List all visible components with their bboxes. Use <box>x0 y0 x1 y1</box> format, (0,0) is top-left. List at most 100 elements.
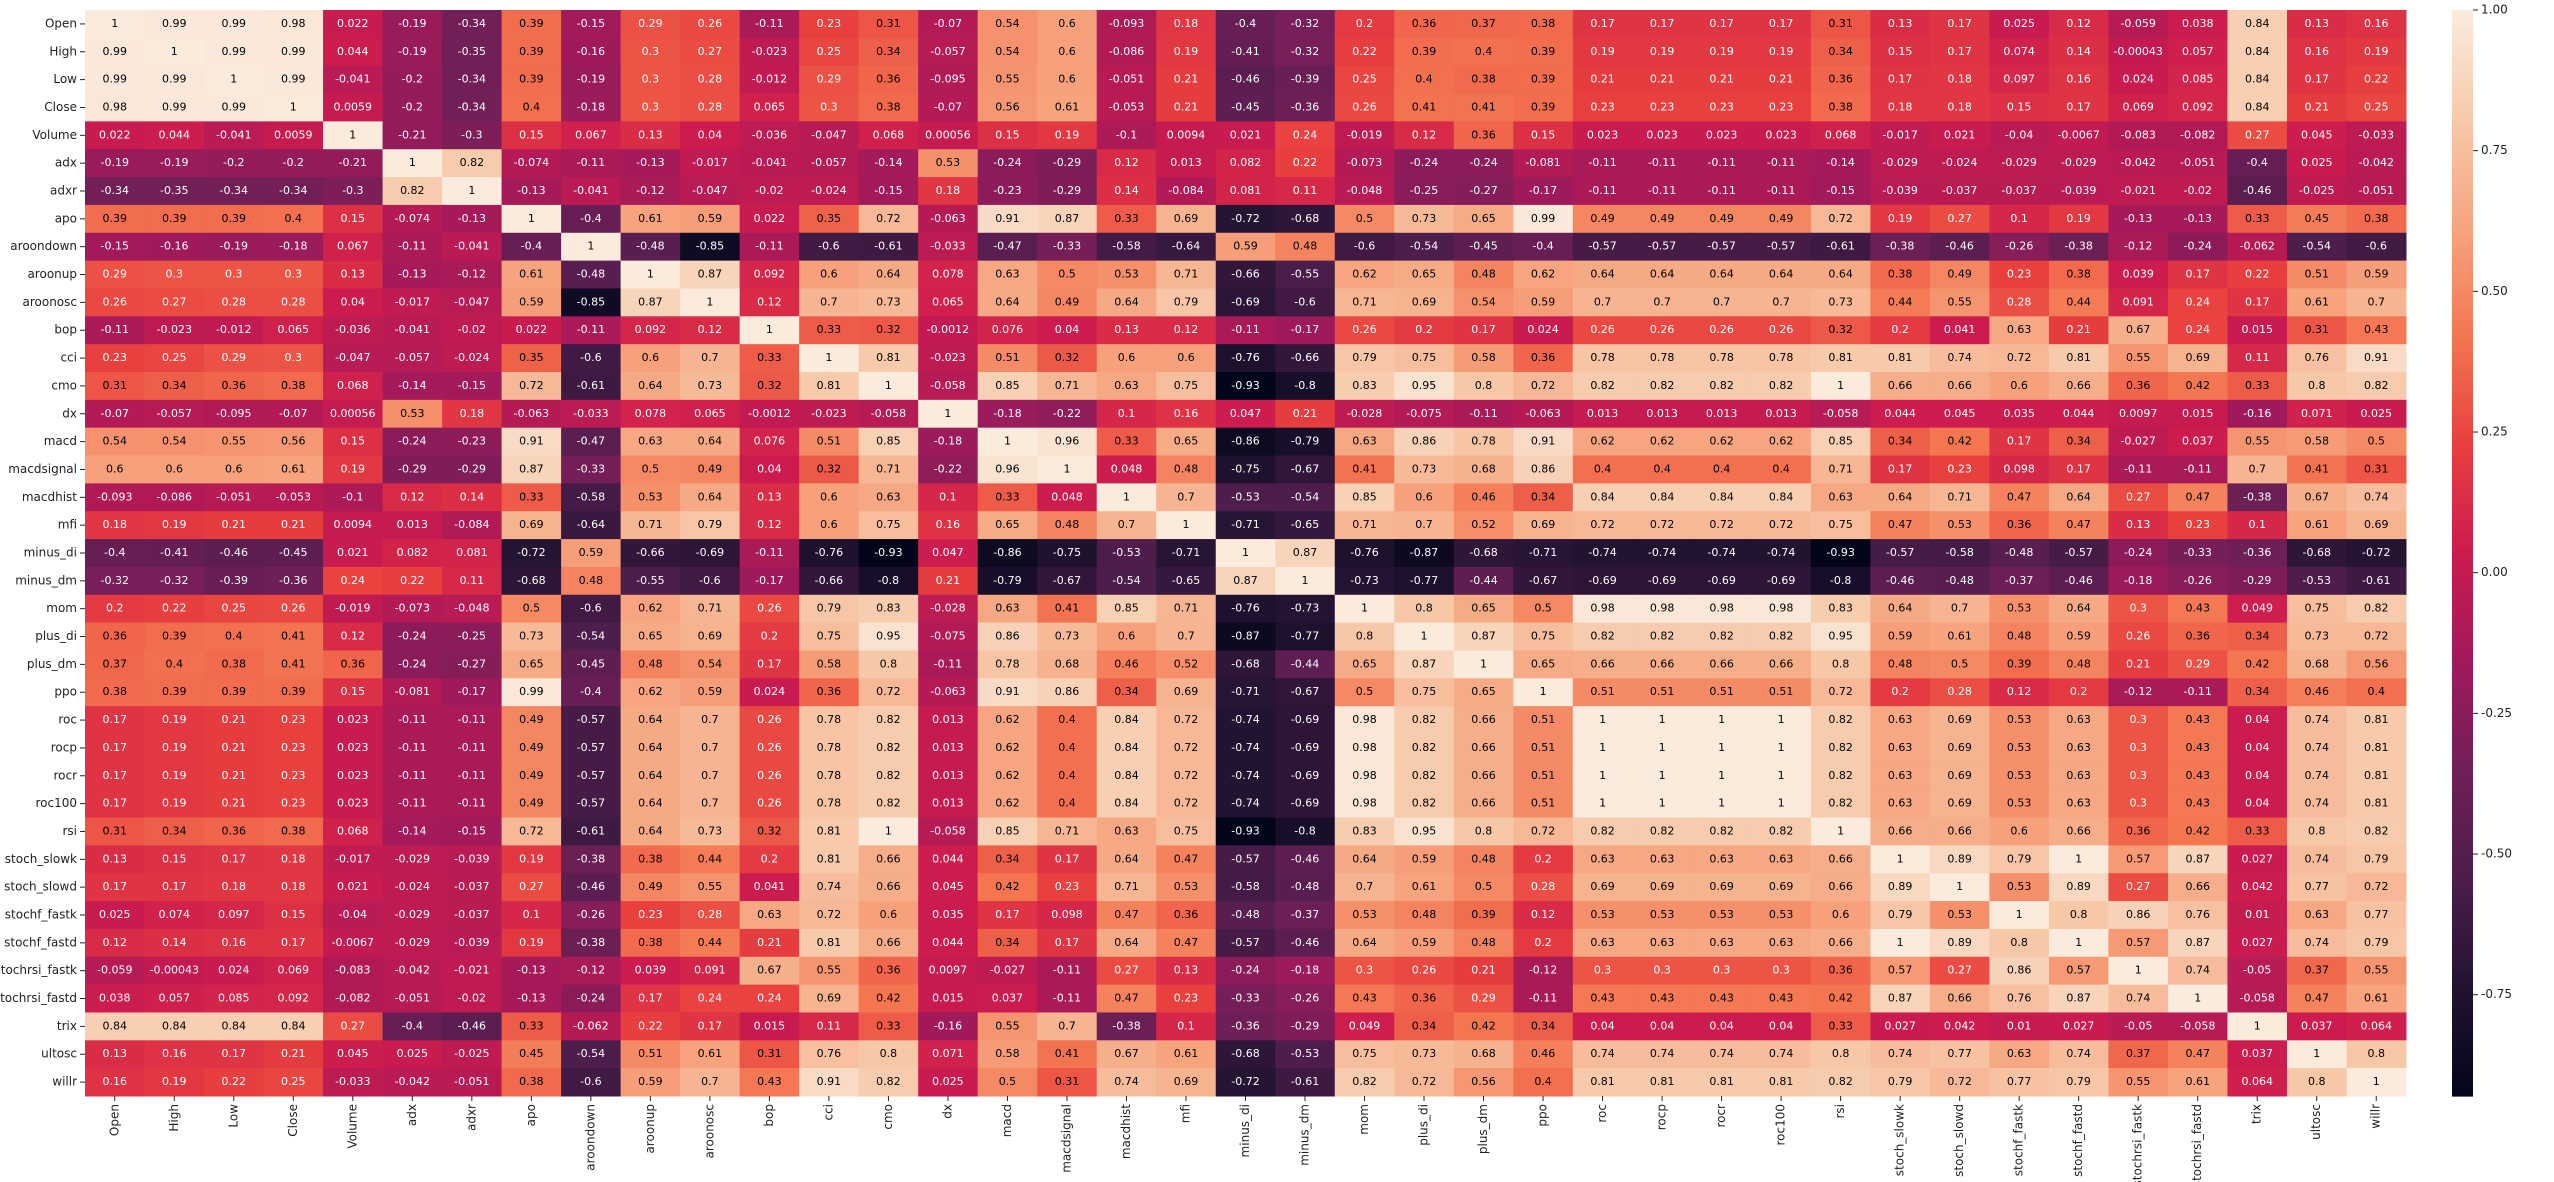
cell-label: -0.39 <box>220 574 248 587</box>
cell-label: 0.7 <box>1951 602 1969 615</box>
cell-label: -0.00043 <box>150 964 199 977</box>
colorbar-segment <box>2452 276 2473 283</box>
cell-label: 0.51 <box>2304 268 2329 281</box>
heatmap-cell <box>2227 260 2288 289</box>
cell-label: -0.21 <box>339 156 367 169</box>
cell-label: -0.24 <box>993 156 1021 169</box>
cell-label: -0.44 <box>1291 657 1319 670</box>
heatmap-cell <box>2227 65 2288 95</box>
cell-label: 0.99 <box>162 100 187 113</box>
colorbar-segment <box>2452 124 2473 131</box>
cell-label: -0.64 <box>577 518 605 531</box>
cell-label: -0.095 <box>216 407 251 420</box>
cell-label: 0.7 <box>1415 518 1433 531</box>
cell-label: 0.89 <box>1947 852 1972 865</box>
heatmap-cell <box>144 316 205 345</box>
cell-label: 0.082 <box>1230 156 1262 169</box>
cell-label: 0.74 <box>2185 964 2210 977</box>
colorbar-segment <box>2452 487 2473 494</box>
cell-label: 0.047 <box>932 546 964 559</box>
cell-label: -0.69 <box>1707 574 1735 587</box>
heatmap-cell <box>144 37 205 67</box>
cell-label: 0.17 <box>1709 17 1734 30</box>
cell-label: -0.048 <box>454 602 489 615</box>
cell-label: 0.58 <box>817 657 842 670</box>
cell-label: -0.02 <box>2183 184 2211 197</box>
cell-label: 0.21 <box>281 1047 306 1060</box>
cell-label: 0.98 <box>1769 602 1794 615</box>
heatmap-cell <box>1989 316 2050 345</box>
cell-label: 0.43 <box>2185 602 2210 615</box>
heatmap-cell <box>1691 288 1752 317</box>
heatmap-cell <box>2286 288 2347 317</box>
cell-label: -0.21 <box>398 128 426 141</box>
cell-label: 0.22 <box>1293 156 1318 169</box>
heatmap-cell <box>620 232 681 262</box>
cell-label: 0.86 <box>1055 685 1080 698</box>
cell-label: -0.26 <box>577 908 605 921</box>
heatmap-cell <box>323 204 384 234</box>
heatmap-cell <box>1751 10 1812 39</box>
cell-label: 0.85 <box>995 824 1020 837</box>
cell-label: 0.00056 <box>330 407 376 420</box>
cell-label: 0.024 <box>754 685 786 698</box>
cell-label: -0.13 <box>2124 212 2152 225</box>
heatmap-cell <box>1810 65 1871 95</box>
cell-label: -0.4 <box>104 546 125 559</box>
cell-label: 0.75 <box>817 630 842 643</box>
heatmap-cell <box>1632 288 1693 317</box>
cell-label: 0.04 <box>2245 713 2270 726</box>
cell-label: 0.49 <box>698 462 723 475</box>
heatmap-cell <box>1394 316 1455 345</box>
heatmap-cell <box>1632 10 1693 39</box>
cell-label: 0.36 <box>1174 908 1199 921</box>
cell-label: 1 <box>1599 713 1606 726</box>
heatmap-cell <box>323 10 384 39</box>
colorbar-segment <box>2452 585 2473 592</box>
cell-label: -0.25 <box>1410 184 1438 197</box>
cell-label: 0.72 <box>1650 518 1675 531</box>
cell-label: 0.53 <box>400 407 425 420</box>
colorbar-segment <box>2452 254 2473 261</box>
colorbar-segment <box>2452 352 2473 359</box>
cell-label: -0.11 <box>398 797 426 810</box>
cell-label: 0.81 <box>1769 1075 1794 1088</box>
colorbar-segment <box>2452 1030 2473 1037</box>
cell-label: 0.21 <box>1174 73 1199 86</box>
cell-label: 0.47 <box>2066 518 2091 531</box>
cell-label: 0.59 <box>1888 630 1913 643</box>
cell-label: 0.86 <box>1412 435 1437 448</box>
y-tick-label: ppo <box>54 685 77 699</box>
heatmap-cell <box>501 177 562 206</box>
cell-label: 0.55 <box>2245 435 2270 448</box>
cell-label: 1 <box>944 407 951 420</box>
cell-label: 0.076 <box>754 435 786 448</box>
cell-label: 0.19 <box>1709 45 1734 58</box>
cell-label: 0.11 <box>1293 184 1318 197</box>
heatmap-cell <box>1037 288 1098 317</box>
heatmap-cell <box>1394 232 1455 262</box>
cell-label: 0.84 <box>2245 45 2270 58</box>
cell-label: -0.57 <box>1231 936 1259 949</box>
cell-label: 0.26 <box>757 741 782 754</box>
heatmap-cell <box>144 177 205 206</box>
cell-label: 0.72 <box>2007 351 2032 364</box>
cell-label: 0.29 <box>2185 657 2210 670</box>
heatmap-cell <box>2048 260 2109 289</box>
cell-label: 0.77 <box>2304 880 2329 893</box>
cell-label: 0.025 <box>2360 407 2392 420</box>
colorbar-segment <box>2452 265 2473 272</box>
colorbar-segment <box>2452 1009 2473 1016</box>
cell-label: 0.064 <box>2360 1019 2392 1032</box>
colorbar-segment <box>2452 1090 2473 1097</box>
colorbar-segment <box>2452 248 2473 255</box>
cell-label: -0.15 <box>1826 184 1854 197</box>
heatmap-cell <box>2048 10 2109 39</box>
cell-label: 0.26 <box>1769 323 1794 336</box>
cell-label: 0.81 <box>2066 351 2091 364</box>
cell-label: 0.59 <box>1531 295 1556 308</box>
colorbar-segment <box>2452 303 2473 310</box>
cell-label: 0.21 <box>1709 73 1734 86</box>
cell-label: 0.15 <box>341 212 366 225</box>
cell-label: 0.18 <box>281 852 306 865</box>
